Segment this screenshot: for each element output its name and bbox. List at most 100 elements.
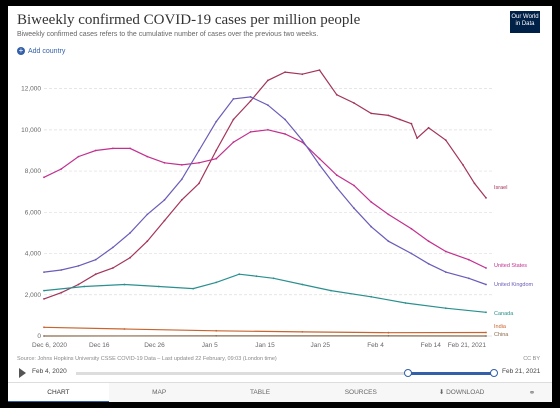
x-tick-label: Jan 15 <box>255 342 275 349</box>
data-point <box>163 219 166 222</box>
timeline-track[interactable] <box>76 369 498 377</box>
y-tick-label: 4,000 <box>25 251 42 258</box>
data-point <box>462 164 464 166</box>
x-tick-label: Dec 6, 2020 <box>32 342 67 349</box>
data-point <box>301 139 304 142</box>
chart-subtitle: Biweekly confirmed cases refers to the c… <box>17 31 319 38</box>
series-line <box>43 129 487 269</box>
data-point <box>335 186 338 189</box>
data-point <box>473 182 476 185</box>
data-point <box>284 71 286 73</box>
data-point <box>399 118 401 121</box>
data-point <box>232 118 235 121</box>
chart-frame: Biweekly confirmed COVID-19 cases per mi… <box>8 6 552 402</box>
data-point <box>444 271 447 273</box>
data-point <box>272 277 275 280</box>
y-tick-label: 12,000 <box>21 86 41 93</box>
owid-logo[interactable]: Our World in Data <box>510 11 540 33</box>
data-point <box>94 149 97 152</box>
data-point <box>410 227 413 230</box>
data-point <box>232 98 235 100</box>
timeline-start-handle[interactable] <box>404 369 412 377</box>
tab-table[interactable]: TABLE <box>249 389 271 396</box>
data-point <box>485 335 487 337</box>
timeline: Feb 4, 2020 Feb 21, 2021 <box>8 364 552 382</box>
y-tick-label: 0 <box>37 333 41 340</box>
logo-line-1: Our World <box>511 14 539 20</box>
data-point <box>215 120 218 123</box>
data-point <box>43 271 45 273</box>
data-point <box>353 102 355 104</box>
plus-icon: + <box>17 46 25 55</box>
tab-map[interactable]: MAP <box>152 389 167 396</box>
data-point <box>353 207 355 210</box>
data-point <box>94 273 97 276</box>
series-label: China <box>494 332 509 338</box>
add-country-label: Add country <box>28 47 66 55</box>
data-point <box>485 311 487 314</box>
data-point <box>129 232 131 234</box>
series-line <box>43 273 487 313</box>
data-point <box>43 289 45 292</box>
add-country-button[interactable]: + Add country <box>17 47 65 55</box>
license-label[interactable]: CC BY <box>523 356 540 362</box>
data-point <box>232 141 235 144</box>
data-point <box>60 168 63 170</box>
data-point <box>163 161 166 164</box>
data-point <box>83 285 86 288</box>
data-point <box>284 118 286 121</box>
y-tick-label: 6,000 <box>25 209 42 216</box>
data-point <box>444 139 447 142</box>
data-point <box>215 157 218 160</box>
tab-download[interactable]: ⬇ DOWNLOAD <box>411 383 512 402</box>
data-point <box>163 199 166 201</box>
data-point <box>444 250 447 253</box>
data-point <box>387 331 390 334</box>
series-line <box>43 96 487 286</box>
data-point <box>485 331 487 334</box>
data-point <box>238 273 241 276</box>
x-tick-label: Jan 25 <box>310 342 330 349</box>
data-point <box>370 112 373 115</box>
data-point <box>157 285 160 288</box>
line-chart: 0 2,000 4,000 6,000 8,000 10,000 12,000 Dec 6, … <box>21 69 534 349</box>
data-point <box>427 262 430 265</box>
play-icon[interactable] <box>19 368 26 378</box>
data-point <box>370 201 373 203</box>
data-point <box>129 256 131 259</box>
data-point <box>318 157 321 160</box>
data-point <box>77 283 80 286</box>
data-point <box>416 137 418 140</box>
data-point <box>112 267 114 269</box>
data-point <box>215 329 218 332</box>
data-point <box>370 295 373 298</box>
tab-chart[interactable]: CHART <box>8 383 109 402</box>
y-tick-label: 8,000 <box>25 168 42 175</box>
data-point <box>43 326 45 329</box>
data-point <box>410 122 413 125</box>
data-point <box>387 213 390 216</box>
x-tick-label: Dec 26 <box>144 342 165 349</box>
data-point <box>180 178 183 181</box>
timeline-selected-range <box>408 372 494 375</box>
data-point <box>60 269 63 271</box>
data-point <box>444 307 447 310</box>
data-point <box>146 155 149 158</box>
tab-bar: CHART MAP TABLE SOURCES ⬇ DOWNLOAD ⚭ <box>8 382 552 402</box>
data-point <box>129 147 131 150</box>
source-note: Source: Johns Hopkins University CSSE CO… <box>17 356 277 362</box>
x-tick-label: Jan 5 <box>202 342 218 349</box>
share-icon[interactable]: ⚭ <box>528 388 536 397</box>
data-point <box>330 289 332 292</box>
data-point <box>77 265 80 267</box>
data-point <box>77 155 80 158</box>
data-point <box>123 328 126 330</box>
series-label: Israel <box>494 185 507 191</box>
data-point <box>301 73 304 76</box>
data-point <box>94 258 97 261</box>
tab-sources[interactable]: SOURCES <box>344 389 377 396</box>
data-point <box>267 104 269 106</box>
timeline-end-handle[interactable] <box>490 369 498 377</box>
data-point <box>387 335 390 337</box>
data-point <box>318 69 321 71</box>
